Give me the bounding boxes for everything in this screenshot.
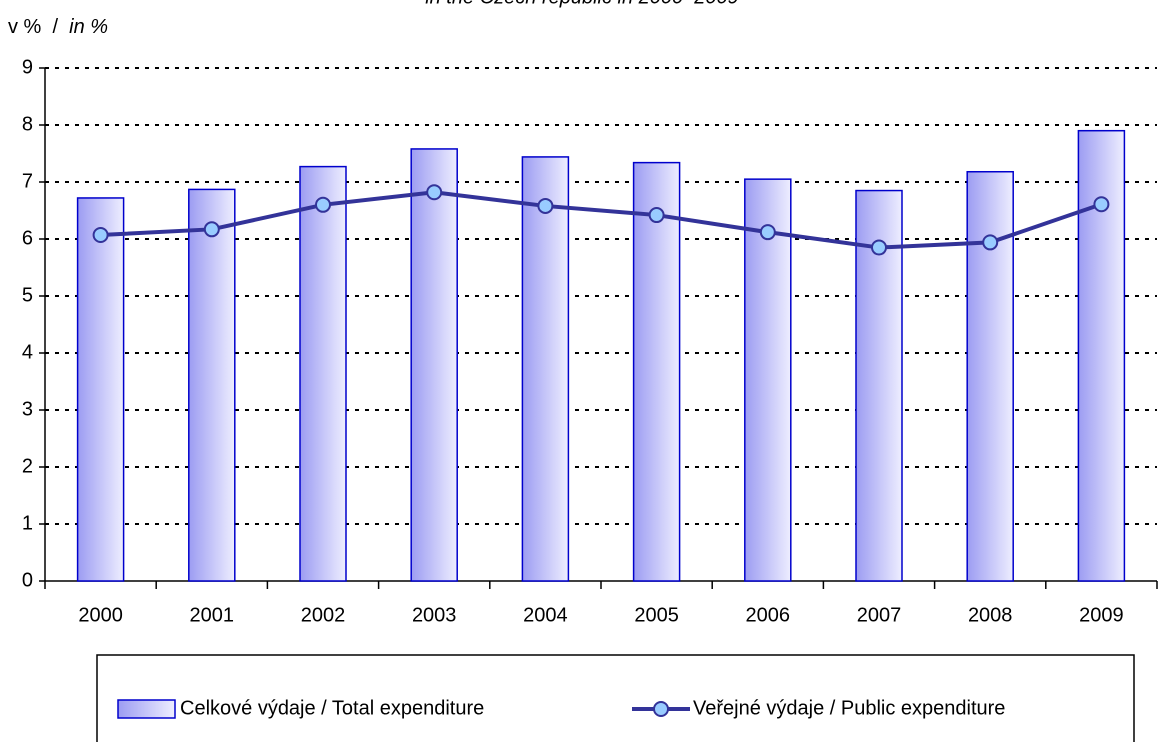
x-tick-label: 2005: [634, 604, 679, 626]
y-label-en: in %: [69, 16, 108, 38]
line-marker: [648, 207, 665, 224]
legend-label: Veřejné výdaje / Public expenditure: [693, 697, 1005, 719]
x-tick-label: 2001: [190, 604, 235, 626]
legend-box: [96, 654, 1135, 742]
bar: [521, 156, 570, 582]
x-tick-label: 2004: [523, 604, 568, 626]
x-tick-label: 2009: [1079, 604, 1124, 626]
x-tick-label: 2007: [857, 604, 902, 626]
bar: [188, 188, 236, 582]
y-axis-label: v % / in %: [8, 16, 108, 38]
line: [100, 190, 1103, 250]
bar: [410, 148, 458, 582]
bar: [632, 161, 681, 582]
y-tick-label: 9: [22, 56, 33, 78]
y-tick-label: 4: [22, 341, 33, 363]
bar: [966, 170, 1014, 582]
line-marker: [315, 196, 331, 213]
line-marker: [982, 234, 999, 251]
y-tick-label: 8: [22, 113, 33, 135]
line-marker: [759, 224, 776, 241]
legend-marker: [653, 701, 669, 717]
y-tick-label: 6: [22, 227, 33, 249]
chart-title: in the Czech republic in 2000–2009: [425, 0, 739, 8]
y-tick-label: 1: [22, 512, 33, 534]
x-tick-label: 2002: [301, 604, 346, 626]
y-tick-label: 0: [22, 569, 33, 591]
bar: [855, 189, 903, 582]
line-marker: [1093, 196, 1110, 213]
line-marker: [203, 221, 220, 238]
legend-label: Celkové výdaje / Total expenditure: [180, 697, 484, 719]
line-marker: [426, 184, 443, 201]
y-tick-label: 3: [22, 398, 33, 420]
y-tick-label: 2: [22, 455, 33, 477]
legend-swatch: [117, 699, 176, 719]
y-label-cz: v % /: [8, 16, 69, 38]
bar: [76, 197, 125, 582]
line-marker: [871, 239, 887, 256]
bar: [744, 178, 792, 582]
line-marker: [537, 197, 554, 214]
x-tick-label: 2000: [78, 604, 123, 626]
line-marker: [92, 227, 109, 244]
x-tick-label: 2008: [968, 604, 1013, 626]
y-tick-label: 5: [22, 284, 33, 306]
bar: [299, 165, 347, 582]
x-tick-label: 2003: [412, 604, 457, 626]
y-tick-label: 7: [22, 170, 33, 192]
x-tick-label: 2006: [746, 604, 791, 626]
